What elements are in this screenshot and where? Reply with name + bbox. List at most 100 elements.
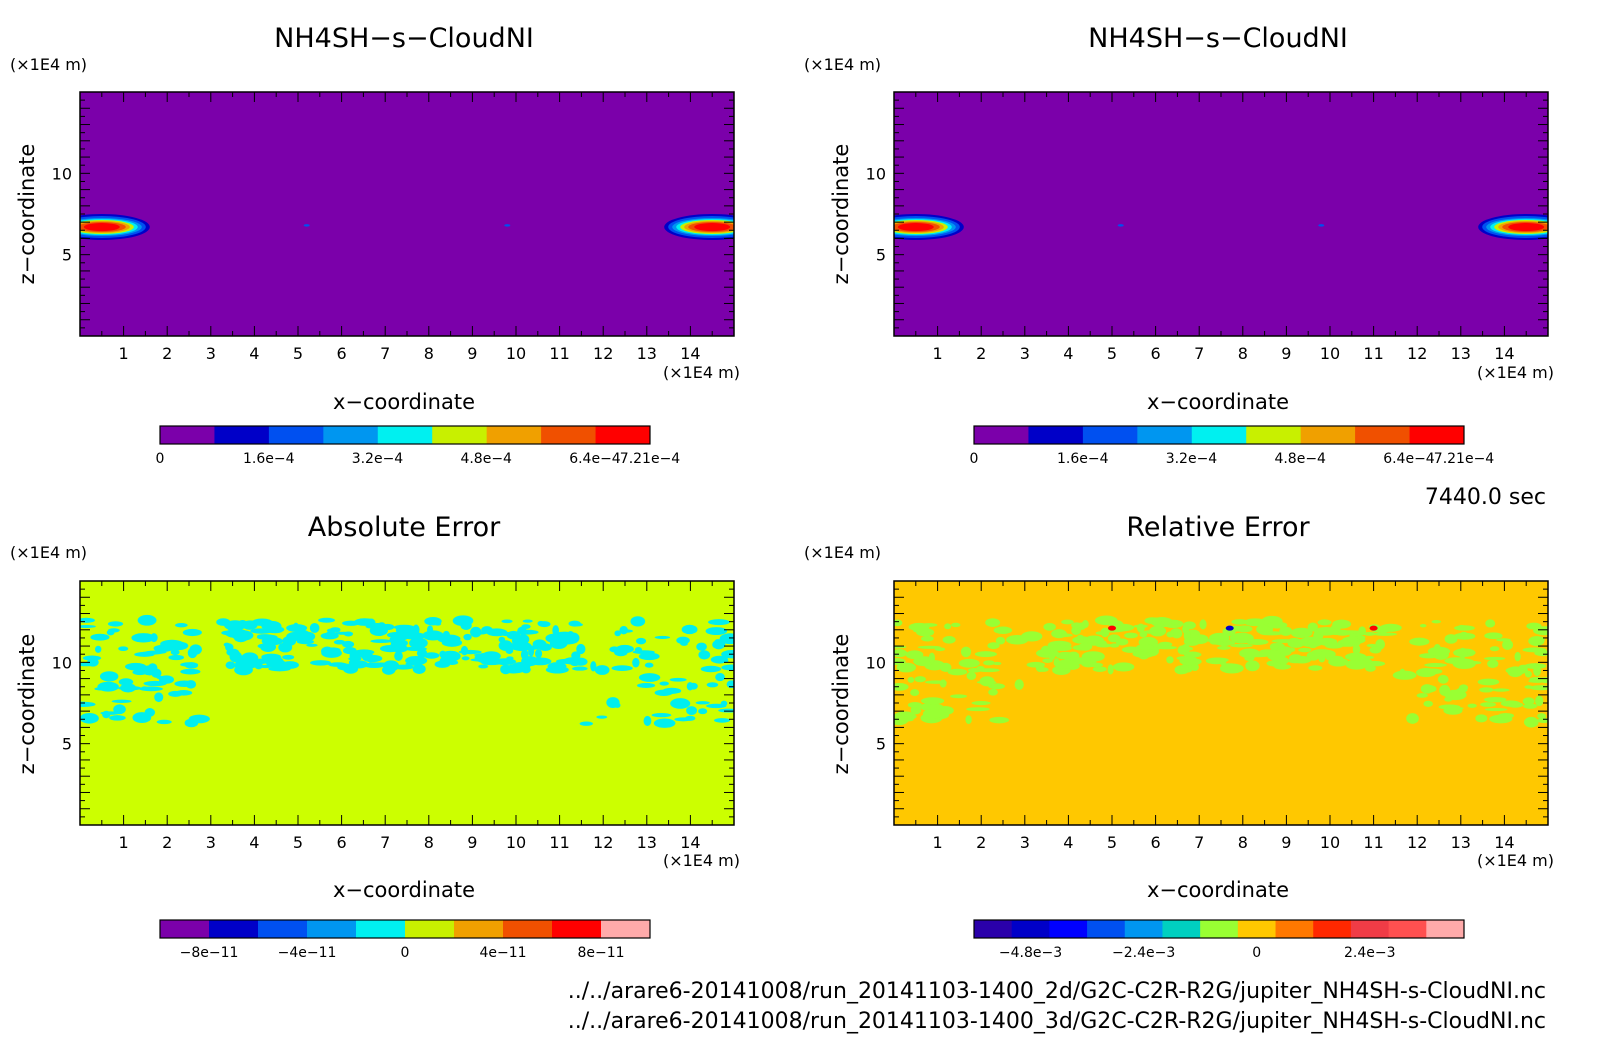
colorbar-swatch <box>1313 920 1352 938</box>
error-patch <box>1037 667 1049 672</box>
x-tick-label: 6 <box>1151 833 1161 852</box>
x-tick-label: 11 <box>1363 833 1383 852</box>
error-patch <box>1366 662 1373 672</box>
error-patch <box>1107 664 1114 675</box>
x-tick-label: 1 <box>933 344 943 363</box>
x-tick-label: 9 <box>467 833 477 852</box>
error-patch <box>1151 617 1162 625</box>
error-patch <box>1179 664 1190 674</box>
outlier-mark <box>1225 625 1234 631</box>
x-tick-label: 14 <box>1494 344 1514 363</box>
x-tick-label: 4 <box>249 344 259 363</box>
error-patch <box>80 662 97 667</box>
error-patch <box>1092 666 1107 673</box>
colorbar-swatch <box>1049 920 1088 938</box>
error-patch <box>507 666 523 674</box>
cloud-contour <box>694 223 731 232</box>
error-patch <box>1437 674 1449 684</box>
x-tick-label: 5 <box>293 344 303 363</box>
error-patch <box>907 676 915 683</box>
error-patch <box>576 643 586 655</box>
y-tick-label: 5 <box>876 246 886 265</box>
error-patch <box>174 680 195 688</box>
error-patch <box>1344 652 1367 661</box>
error-patch <box>1243 618 1267 627</box>
error-patch <box>109 715 126 721</box>
x-tick-label: 6 <box>1151 344 1161 363</box>
error-patch <box>1529 677 1545 682</box>
error-patch <box>1236 625 1253 633</box>
colorbar-swatch <box>1237 920 1277 938</box>
error-patch <box>1307 622 1318 632</box>
error-patch <box>1514 651 1521 662</box>
x-tick-label: 7 <box>380 344 390 363</box>
x-tick-label: 8 <box>424 833 434 852</box>
x-tick-label: 14 <box>680 833 700 852</box>
error-patch <box>1443 706 1463 715</box>
error-patch <box>80 701 89 707</box>
x-unit-label: (×1E4 m) <box>663 851 740 870</box>
error-patch <box>669 677 687 682</box>
error-patch <box>94 645 102 653</box>
error-patch <box>1518 664 1529 670</box>
error-patch <box>1483 696 1507 703</box>
colorbar-frame <box>973 919 1465 939</box>
colorbar-swatch <box>1409 426 1465 444</box>
error-patch <box>506 656 514 661</box>
error-patch <box>905 650 924 660</box>
error-patch <box>1110 623 1135 632</box>
error-patch <box>353 656 362 661</box>
y-unit-label: (×1E4 m) <box>10 543 87 562</box>
error-patch <box>1496 638 1511 642</box>
error-patch <box>1166 631 1175 638</box>
error-patch <box>442 630 450 639</box>
colorbar-swatch <box>1200 920 1239 938</box>
error-patch <box>695 701 710 705</box>
error-patch <box>615 644 634 654</box>
error-patch <box>1136 623 1145 633</box>
colorbar-swatch <box>1355 426 1411 444</box>
error-patch <box>261 637 283 646</box>
colorbar-swatch <box>1191 426 1247 444</box>
error-patch <box>721 650 734 659</box>
error-patch <box>1373 632 1398 636</box>
colorbar-tick-label: −4e−11 <box>278 945 337 961</box>
error-patch <box>144 708 156 717</box>
error-patch <box>187 647 198 659</box>
error-patch <box>951 622 961 628</box>
error-patch <box>714 718 731 723</box>
error-patch <box>1419 623 1427 628</box>
error-patch <box>416 645 425 652</box>
error-patch <box>942 635 956 644</box>
error-patch <box>1487 659 1499 669</box>
y-tick-label: 5 <box>876 735 886 754</box>
x-tick-label: 1 <box>119 833 129 852</box>
error-patch <box>225 661 236 669</box>
error-patch <box>1099 640 1107 648</box>
error-patch <box>182 628 202 637</box>
error-patch <box>170 649 180 656</box>
field-layer <box>80 581 734 825</box>
error-patch <box>426 625 434 635</box>
error-patch <box>681 624 698 635</box>
x-tick-label: 3 <box>206 833 216 852</box>
error-patch <box>643 715 652 726</box>
x-tick-label: 2 <box>976 833 986 852</box>
error-patch <box>537 620 545 627</box>
error-patch <box>676 636 690 645</box>
colorbar-swatch <box>323 426 379 444</box>
error-patch <box>342 640 355 648</box>
x-tick-label: 3 <box>1020 344 1030 363</box>
x-axis-label: x−coordinate <box>333 390 475 414</box>
error-patch <box>696 642 707 651</box>
error-patch <box>99 671 119 682</box>
error-patch <box>1479 687 1494 693</box>
error-patch <box>1317 619 1332 626</box>
y-axis-label: z−coordinate <box>829 634 853 775</box>
error-patch <box>1048 651 1056 660</box>
error-patch <box>102 710 111 719</box>
field-layer <box>894 92 1548 336</box>
error-patch <box>326 631 336 636</box>
x-tick-label: 11 <box>549 344 569 363</box>
error-patch <box>644 662 654 668</box>
